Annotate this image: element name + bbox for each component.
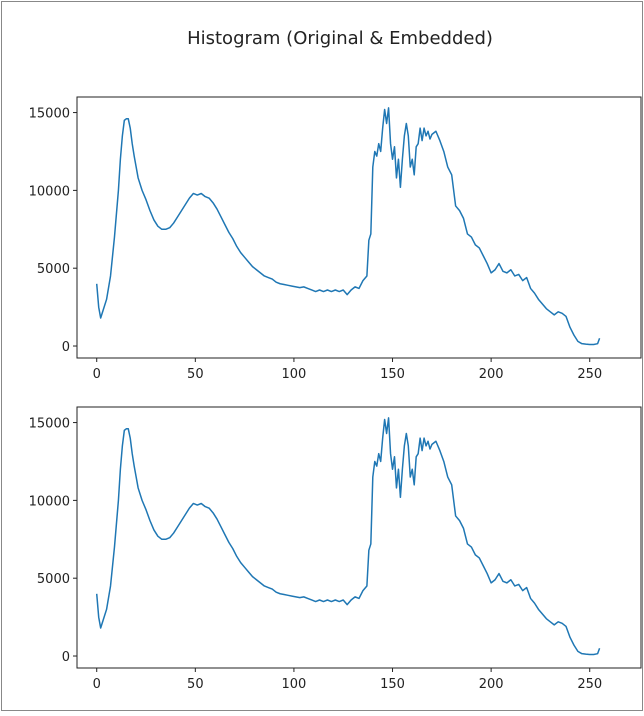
x-tick-label: 250: [577, 677, 602, 692]
x-tick-label: 250: [577, 367, 602, 382]
x-tick-label: 150: [380, 367, 405, 382]
y-tick-label: 5000: [37, 572, 70, 587]
x-tick-label: 200: [479, 677, 504, 692]
histogram-line: [95, 417, 601, 656]
y-tick-label: 15000: [29, 417, 70, 432]
x-tick-label: 100: [282, 677, 307, 692]
x-tick-label: 50: [187, 367, 204, 382]
axes-frame: [76, 406, 642, 669]
y-tick-label: 0: [62, 340, 70, 355]
x-tick-label: 200: [479, 367, 504, 382]
histogram-line: [95, 107, 601, 346]
axes-frame: [76, 96, 642, 359]
y-tick-label: 0: [62, 650, 70, 665]
figure-title: Histogram (Original & Embedded): [187, 28, 493, 49]
y-tick-label: 10000: [29, 494, 70, 509]
x-tick-label: 0: [93, 367, 101, 382]
x-tick-label: 0: [93, 677, 101, 692]
x-tick-label: 100: [282, 367, 307, 382]
y-tick-label: 10000: [29, 184, 70, 199]
y-tick-label: 5000: [37, 262, 70, 277]
x-tick-label: 150: [380, 677, 405, 692]
y-tick-label: 15000: [29, 107, 70, 122]
x-tick-label: 50: [187, 677, 204, 692]
